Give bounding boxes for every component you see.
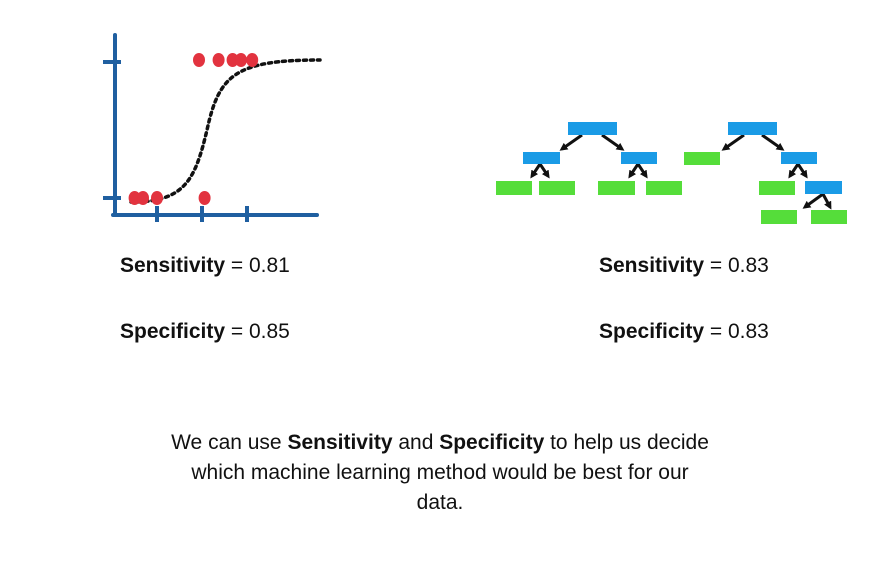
right-sensitivity-label: Sensitivity bbox=[599, 254, 705, 277]
graph-axes bbox=[103, 33, 319, 222]
caption: We can use Sensitivity and Specificity t… bbox=[170, 428, 710, 518]
decision-trees-graphic bbox=[496, 122, 847, 224]
caption-bold2: Specificity bbox=[439, 431, 545, 454]
left-sensitivity: Sensitivity = 0.81 bbox=[120, 254, 290, 278]
data-point bbox=[193, 53, 205, 67]
decision-tree-2-icon bbox=[684, 122, 847, 224]
caption-bold1: Sensitivity bbox=[287, 431, 393, 454]
logistic-curve bbox=[129, 58, 322, 204]
logistic-regression-graphic bbox=[103, 33, 322, 222]
data-point bbox=[246, 53, 259, 67]
left-specificity-value: = 0.85 bbox=[230, 320, 290, 343]
right-sensitivity: Sensitivity = 0.83 bbox=[599, 254, 769, 278]
right-specificity: Specificity = 0.83 bbox=[599, 320, 769, 344]
decision-tree-1-icon bbox=[496, 122, 682, 195]
data-point bbox=[198, 191, 211, 205]
data-point bbox=[226, 53, 239, 67]
caption-part1: We can use bbox=[171, 431, 288, 454]
data-point bbox=[137, 191, 149, 205]
data-points bbox=[128, 53, 259, 205]
data-point bbox=[151, 191, 163, 205]
data-point bbox=[128, 191, 141, 205]
left-sensitivity-label: Sensitivity bbox=[120, 254, 226, 277]
right-sensitivity-value: = 0.83 bbox=[709, 254, 769, 277]
right-specificity-value: = 0.83 bbox=[709, 320, 769, 343]
left-specificity: Specificity = 0.85 bbox=[120, 320, 290, 344]
data-point bbox=[212, 53, 225, 67]
right-specificity-label: Specificity bbox=[599, 320, 705, 343]
caption-part3: to help us decide which machine learning… bbox=[191, 431, 709, 514]
caption-part2: and bbox=[392, 431, 440, 454]
left-specificity-label: Specificity bbox=[120, 320, 226, 343]
data-point bbox=[235, 53, 247, 67]
left-sensitivity-value: = 0.81 bbox=[230, 254, 290, 277]
